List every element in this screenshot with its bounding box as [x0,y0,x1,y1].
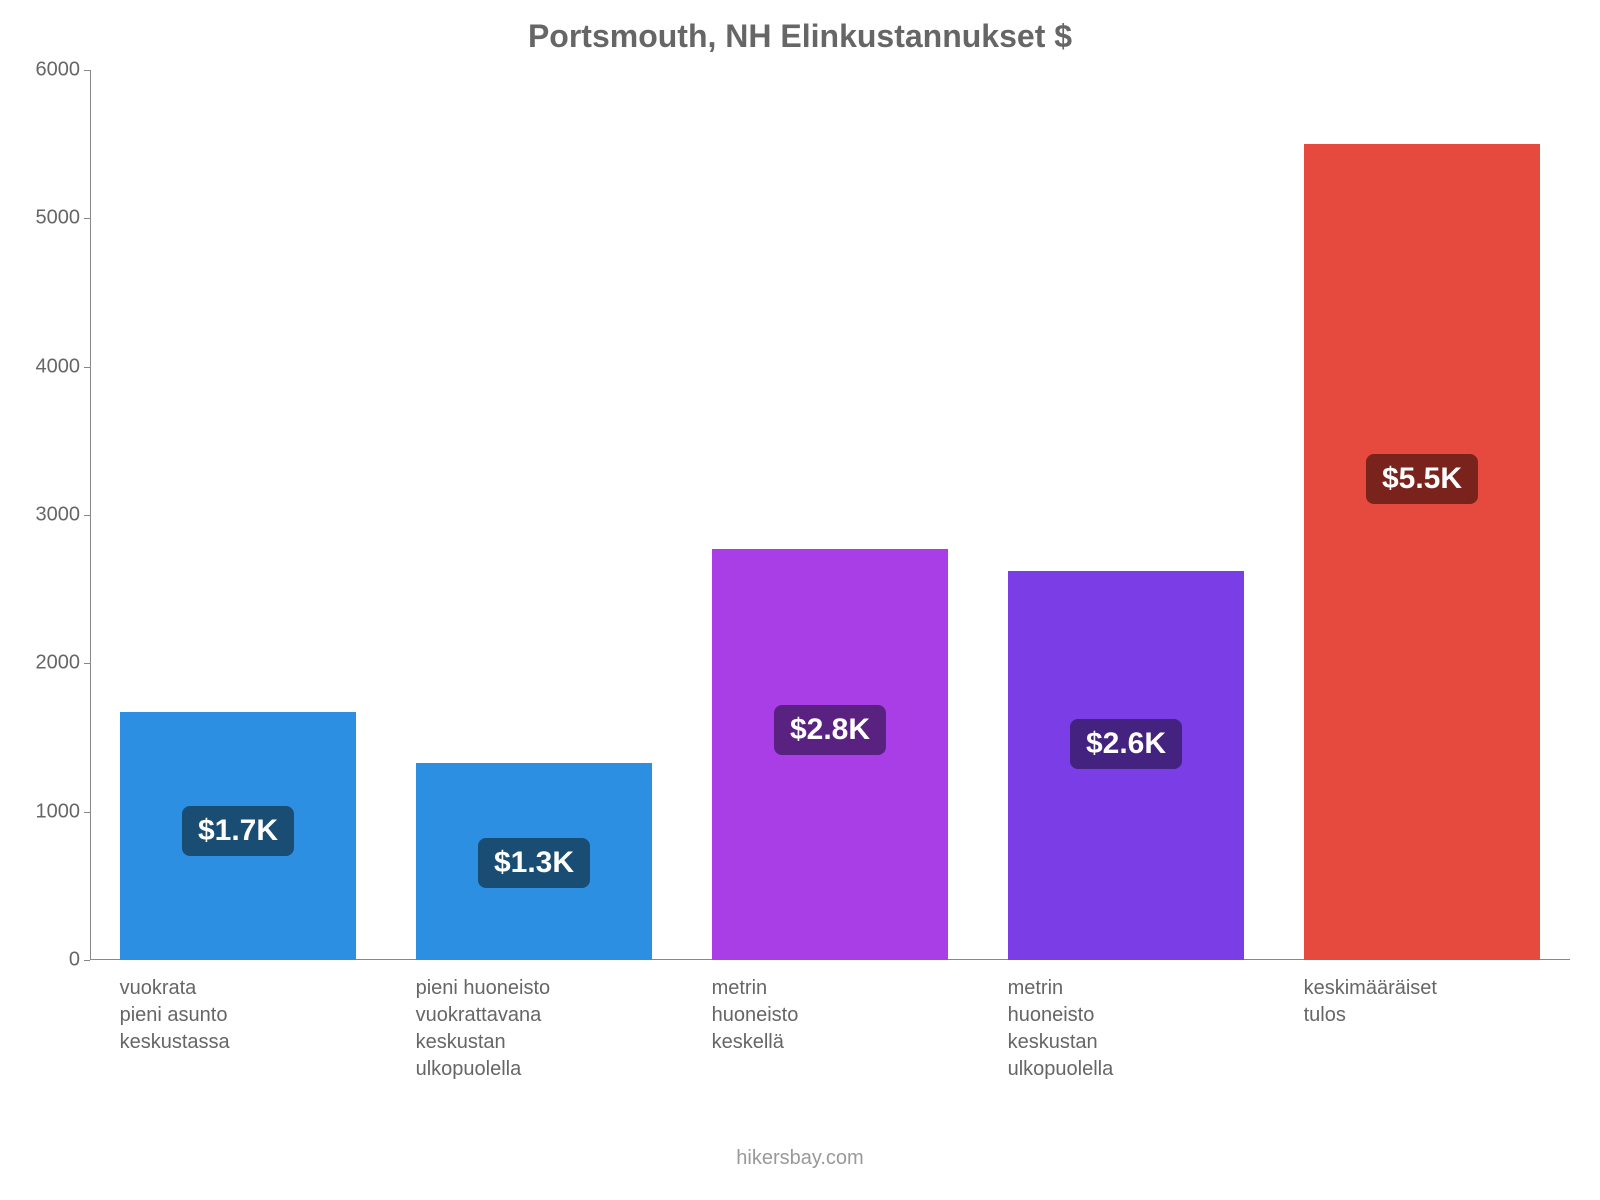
y-tick-label: 4000 [20,355,80,378]
bar-value-label: $2.6K [1070,719,1182,769]
bar: $1.7K [120,712,357,960]
x-category-label: keskimääräiset tulos [1304,975,1541,1029]
x-category-label: pieni huoneisto vuokrattavana keskustan … [416,975,653,1083]
y-tick-mark [84,218,90,219]
y-axis-line [90,70,91,960]
y-tick-label: 0 [20,949,80,972]
y-tick-mark [84,663,90,664]
y-tick-label: 2000 [20,652,80,675]
bar: $5.5K [1304,144,1541,960]
bar-value-label: $2.8K [774,705,886,755]
bar: $2.8K [712,549,949,960]
bar: $2.6K [1008,571,1245,960]
y-tick-label: 3000 [20,504,80,527]
x-category-label: vuokrata pieni asunto keskustassa [120,975,357,1056]
y-tick-mark [84,960,90,961]
plot-area: 0100020003000400050006000$1.7K$1.3K$2.8K… [90,70,1570,960]
y-tick-mark [84,812,90,813]
y-tick-label: 6000 [20,59,80,82]
bar-value-label: $1.3K [478,838,590,888]
y-tick-mark [84,515,90,516]
y-tick-label: 1000 [20,800,80,823]
y-tick-label: 5000 [20,207,80,230]
bar-value-label: $5.5K [1366,454,1478,504]
x-category-label: metrin huoneisto keskustan ulkopuolella [1008,975,1245,1083]
y-tick-mark [84,70,90,71]
bar: $1.3K [416,763,653,960]
x-category-label: metrin huoneisto keskellä [712,975,949,1056]
chart-title: Portsmouth, NH Elinkustannukset $ [0,18,1600,55]
bar-value-label: $1.7K [182,806,294,856]
attribution-text: hikersbay.com [0,1147,1600,1170]
cost-of-living-bar-chart: Portsmouth, NH Elinkustannukset $ 0 1000 2… [0,0,1600,1200]
y-tick-mark [84,367,90,368]
